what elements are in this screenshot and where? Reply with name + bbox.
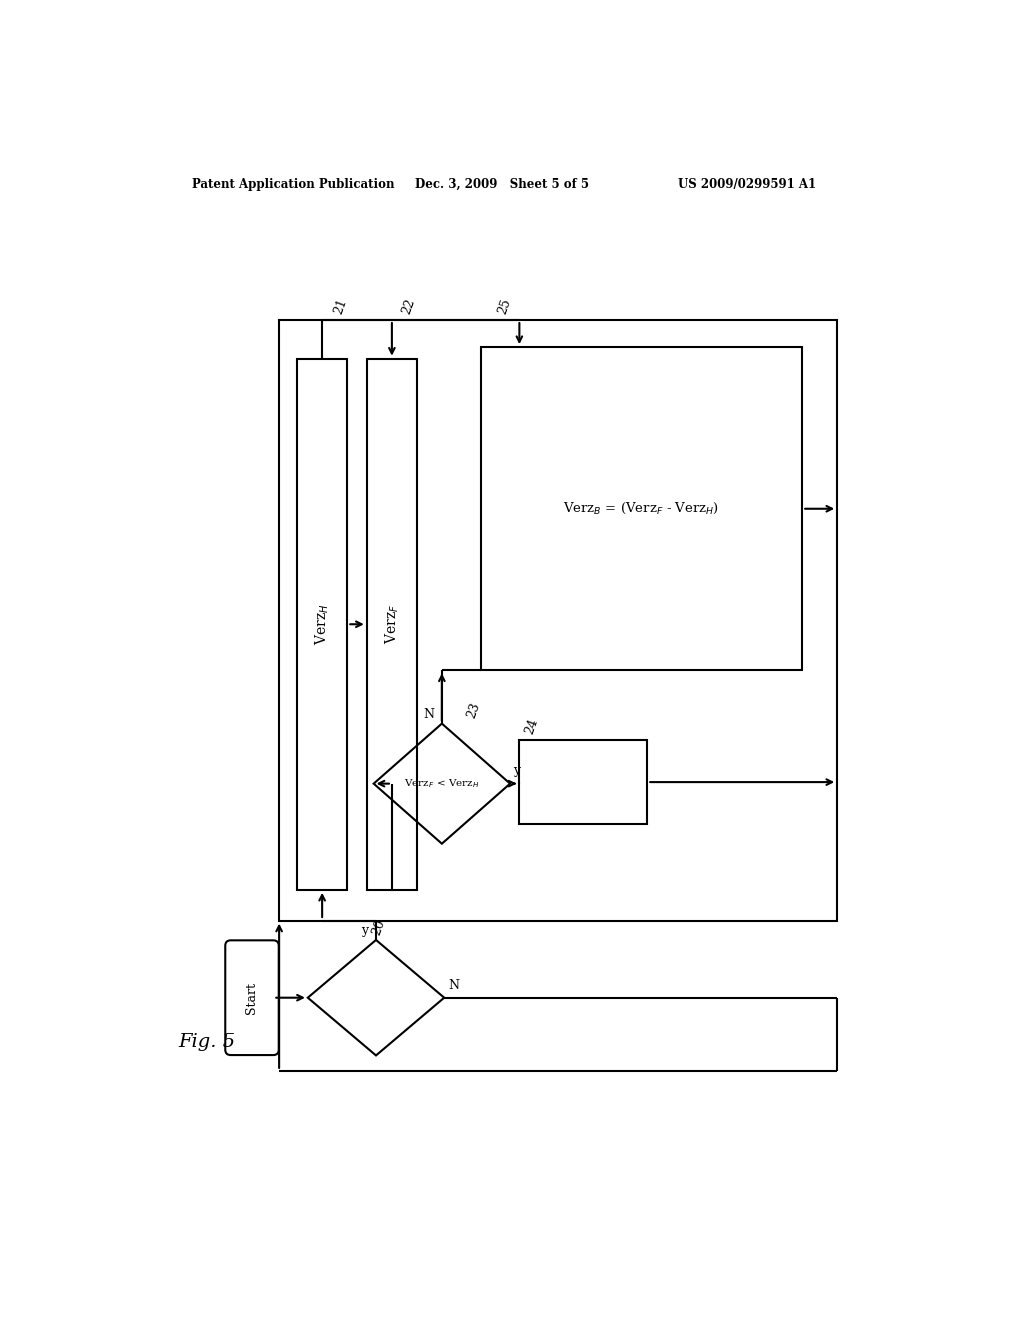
Bar xyxy=(519,739,647,825)
Text: 25: 25 xyxy=(496,297,514,317)
Bar xyxy=(480,347,802,671)
Bar xyxy=(280,321,838,921)
Text: y: y xyxy=(513,764,520,777)
Text: Patent Application Publication: Patent Application Publication xyxy=(191,178,394,190)
Text: Verz$_F$ < Verz$_H$: Verz$_F$ < Verz$_H$ xyxy=(404,777,479,791)
Text: Verz$_B$ = (Verz$_F$ - Verz$_H$): Verz$_B$ = (Verz$_F$ - Verz$_H$) xyxy=(563,502,720,516)
Bar xyxy=(367,359,417,890)
Text: Verz$_H$: Verz$_H$ xyxy=(313,603,331,645)
Text: 24: 24 xyxy=(523,717,541,737)
Text: 20: 20 xyxy=(370,917,387,937)
Bar xyxy=(297,359,347,890)
Text: N: N xyxy=(423,708,434,721)
Text: Fig. 5: Fig. 5 xyxy=(178,1034,236,1051)
Text: US 2009/0299591 A1: US 2009/0299591 A1 xyxy=(678,178,816,190)
Text: 23: 23 xyxy=(465,701,482,719)
Text: Verz$_F$: Verz$_F$ xyxy=(383,605,400,644)
Text: y: y xyxy=(361,924,369,937)
Text: N: N xyxy=(449,978,459,991)
Text: Start: Start xyxy=(246,982,258,1014)
Text: 22: 22 xyxy=(399,297,417,317)
Text: 21: 21 xyxy=(332,297,349,317)
Text: Dec. 3, 2009   Sheet 5 of 5: Dec. 3, 2009 Sheet 5 of 5 xyxy=(415,178,589,190)
